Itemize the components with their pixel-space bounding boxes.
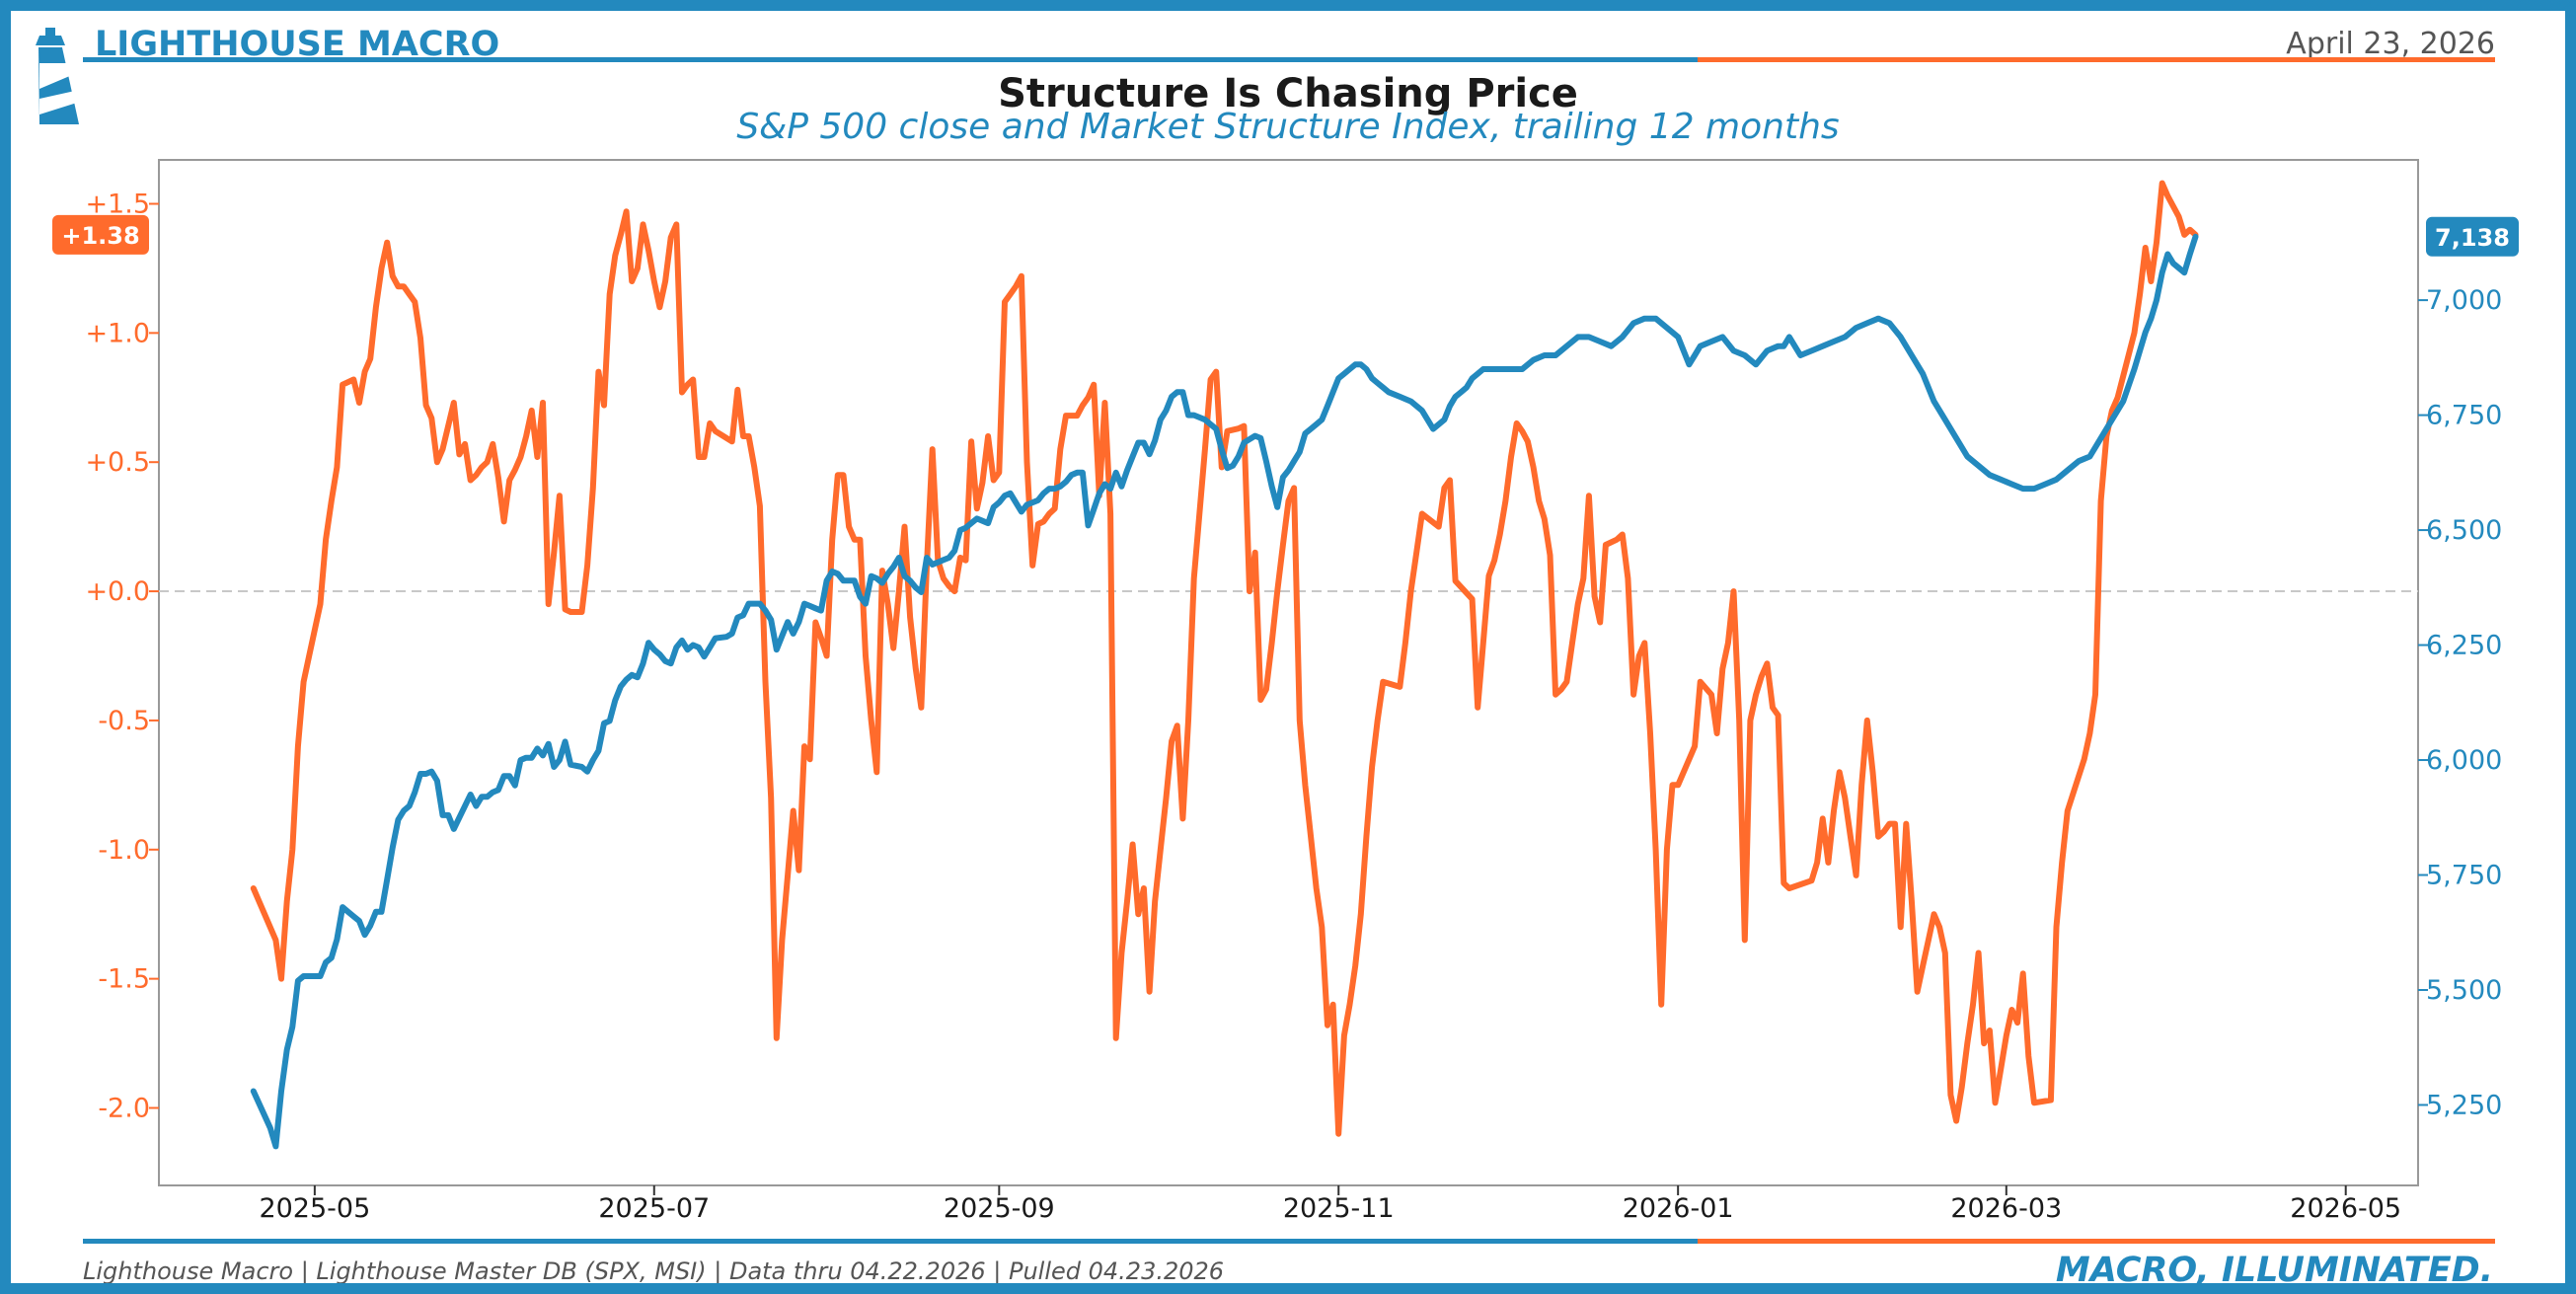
right-tick-label: 6,750 — [2426, 401, 2502, 431]
right-tick-label: 5,750 — [2426, 861, 2502, 891]
spx-last-value: 7,138 — [2435, 224, 2510, 252]
chart-svg: LIGHTHOUSE MACRO April 23, 2026 Structur… — [36, 25, 2519, 1283]
right-axis: 7,000 6,750 6,500 6,250 6,000 5,750 5,500 5,250 — [2418, 285, 2502, 1120]
x-axis: 2025-05 2025-07 2025-09 2025-11 2026-01 2026-… — [259, 1185, 2401, 1224]
x-tick-label: 2026-01 — [1623, 1193, 1734, 1224]
tagline: MACRO, ILLUMINATED. — [2056, 1251, 2493, 1283]
right-tick-label: 6,000 — [2426, 745, 2502, 776]
x-tick-label: 2025-07 — [598, 1193, 710, 1224]
right-tick-label: 6,250 — [2426, 631, 2502, 661]
chart-title: Structure Is Chasing Price — [998, 71, 1578, 116]
left-tick-label: -2.0 — [98, 1093, 150, 1123]
spx-line — [250, 233, 2199, 1150]
left-tick-label: +1.5 — [85, 189, 150, 219]
plot-area — [158, 159, 2419, 1186]
footer-rule-blue — [83, 1239, 1698, 1244]
lighthouse-icon — [36, 28, 79, 124]
header-rule-orange — [1698, 57, 2495, 62]
left-tick-label: +1.0 — [85, 318, 150, 348]
right-tick-label: 5,500 — [2426, 975, 2502, 1006]
x-tick-label: 2026-03 — [1950, 1193, 2062, 1224]
x-tick-label: 2025-11 — [1283, 1193, 1395, 1224]
right-tick-label: 6,500 — [2426, 515, 2502, 546]
right-tick-label: 5,250 — [2426, 1090, 2502, 1120]
right-tick-label: 7,000 — [2426, 285, 2502, 316]
x-tick-label: 2025-05 — [259, 1193, 370, 1224]
msi-last-value-badge: +1.38 — [52, 214, 149, 255]
left-axis: +1.5 +1.0 +0.5 +0.0 -0.5 -1.0 -1.5 -2.0 — [85, 189, 159, 1123]
left-tick-label: +0.5 — [85, 447, 150, 478]
msi-last-value: +1.38 — [61, 222, 139, 250]
x-tick-label: 2025-09 — [944, 1193, 1055, 1224]
footer-rule-orange — [1698, 1239, 2495, 1244]
left-tick-label: -1.0 — [98, 835, 150, 866]
left-tick-label: +0.0 — [85, 576, 150, 607]
msi-line — [250, 180, 2199, 1137]
spx-last-value-badge: 7,138 — [2426, 216, 2519, 257]
report-date: April 23, 2026 — [2286, 27, 2495, 61]
chart-subtitle: S&P 500 close and Market Structure Index… — [736, 107, 1839, 147]
x-tick-label: 2026-05 — [2290, 1193, 2401, 1224]
left-tick-label: -1.5 — [98, 964, 150, 995]
source-note: Lighthouse Macro | Lighthouse Master DB … — [83, 1257, 1224, 1283]
header-rule-blue — [83, 57, 1698, 62]
left-tick-label: -0.5 — [98, 706, 150, 736]
